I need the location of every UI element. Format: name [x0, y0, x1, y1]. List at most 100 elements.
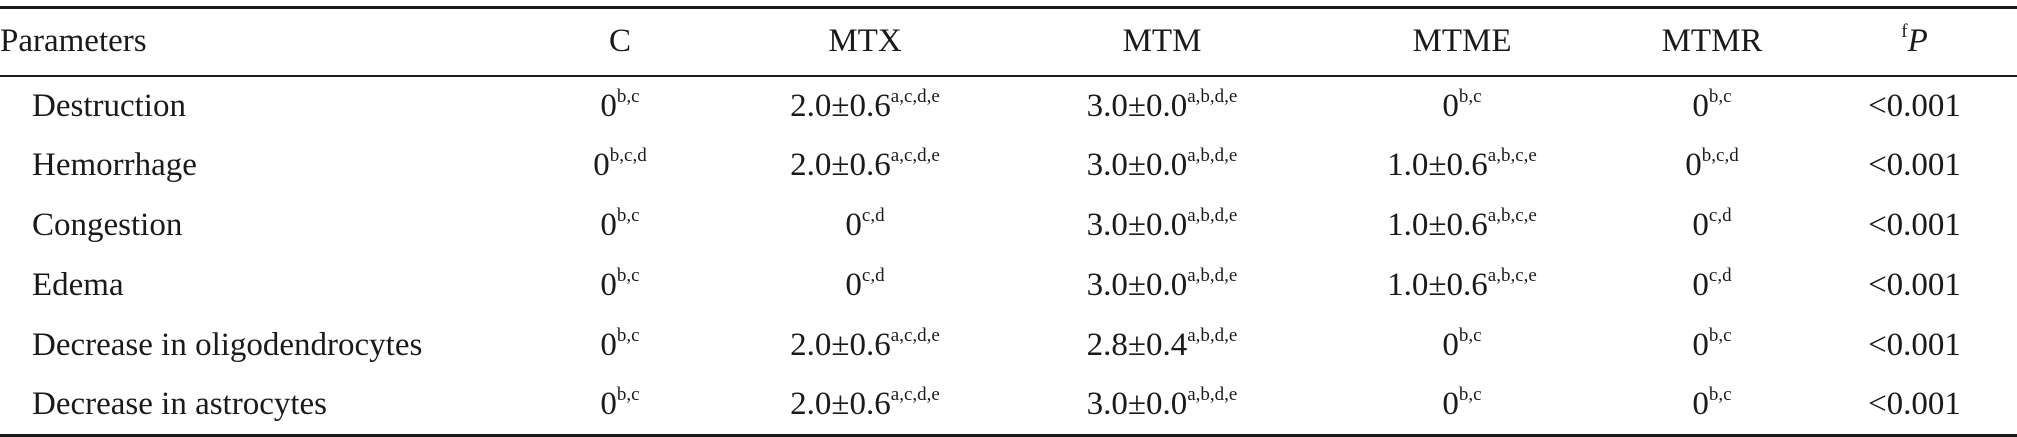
cell-footnote-marks: a,b,c,e: [1487, 205, 1537, 226]
cell-footnote-marks: b,c,d: [609, 145, 647, 166]
cell-footnote-marks: b,c: [1458, 384, 1482, 406]
header-mtmr-label: MTMR: [1661, 23, 1763, 60]
p-value-cell: <0.001: [1812, 375, 2017, 437]
cell-value: 0: [1442, 327, 1459, 363]
header-c: C: [522, 6, 718, 77]
parameter-cell: Edema: [32, 267, 124, 303]
parameter-cell: Destruction: [32, 87, 186, 124]
header-mtm: MTM: [1012, 6, 1312, 77]
cell-value: 2.0±0.6: [790, 386, 891, 423]
table-row: Destruction 0b,c 2.0±0.6a,c,d,e 3.0±0.0a,b,…: [0, 76, 2017, 136]
cell-footnote-marks: b,c: [1708, 85, 1732, 107]
cell-value: 2.0±0.6: [790, 147, 891, 183]
cell-footnote-marks: b,c: [1708, 384, 1732, 406]
value-cell-mtx: 2.0±0.6a,c,d,e: [718, 136, 1012, 196]
cell-value: 0: [600, 386, 617, 423]
header-parameters: Parameters: [0, 6, 522, 77]
value-cell-mtmr: 0b,c: [1612, 316, 1812, 376]
cell-value: 1.0±0.6: [1387, 147, 1488, 183]
results-table: Parameters C MTX MTM MTME MTMR fP Destru…: [0, 6, 2017, 437]
value-cell-mtm: 3.0±0.0a,b,d,e: [1012, 76, 1312, 136]
header-mtme: MTME: [1312, 6, 1612, 77]
cell-value: 0: [845, 267, 862, 303]
header-p-label: P: [1907, 23, 1928, 60]
parameter-cell: Decrease in astrocytes: [0, 375, 522, 437]
cell-footnote-marks: b,c: [616, 325, 640, 346]
cell-value: 0: [593, 147, 610, 183]
table-row: Hemorrhage 0b,c,d 2.0±0.6a,c,d,e 3.0±0.0a,b…: [0, 136, 2017, 196]
cell-value: 3.0±0.0: [1086, 267, 1188, 303]
cell-footnote-marks: c,d: [1708, 265, 1732, 286]
cell-value: 3.0±0.0: [1086, 207, 1188, 243]
value-cell-mtme: 0b,c: [1312, 316, 1612, 376]
value-cell-mtme: 0b,c: [1312, 76, 1612, 136]
parameter-cell: Decrease in oligodendrocytes: [32, 327, 423, 363]
header-mtx: MTX: [718, 6, 1012, 77]
cell-footnote-marks: b,c: [1458, 85, 1482, 107]
parameter-cell: Congestion: [32, 207, 183, 243]
value-cell-mtx: 2.0±0.6a,c,d,e: [718, 316, 1012, 376]
cell-footnote-marks: c,d: [1708, 205, 1732, 226]
cell-footnote-marks: a,c,d,e: [890, 325, 940, 346]
table-row: Decrease in astrocytes 0b,c 2.0±0.6a,c,d,e…: [0, 375, 2017, 437]
cell-footnote-marks: b,c: [1458, 325, 1482, 346]
cell-footnote-marks: c,d: [861, 265, 885, 286]
table-row: Congestion 0b,c 0c,d 3.0±0.0a,b,d,e 1.0±0.6a…: [0, 196, 2017, 256]
cell-value: 3.0±0.0: [1086, 87, 1188, 124]
cell-footnote-marks: a,c,d,e: [890, 85, 940, 107]
cell-value: 0: [1442, 386, 1459, 423]
header-mtmr: MTMR: [1612, 6, 1812, 77]
value-cell-mtm: 3.0±0.0a,b,d,e: [1012, 136, 1312, 196]
cell-value: 3.0±0.0: [1086, 147, 1188, 183]
value-cell-c: 0b,c: [522, 316, 718, 376]
p-value-cell: <0.001: [1868, 87, 1961, 124]
value-cell-mtm: 3.0±0.0a,b,d,e: [1012, 256, 1312, 316]
cell-footnote-marks: a,b,d,e: [1187, 145, 1238, 166]
value-cell-mtx: 2.0±0.6a,c,d,e: [718, 76, 1012, 136]
cell-value: 2.8±0.4: [1086, 327, 1188, 363]
cell-footnote-marks: b,c,d: [1701, 145, 1739, 166]
cell-footnote-marks: a,b,c,e: [1487, 145, 1537, 166]
p-value-cell: <0.001: [1868, 147, 1961, 183]
value-cell-mtx: 2.0±0.6a,c,d,e: [718, 375, 1012, 437]
cell-value: 0: [1692, 267, 1709, 303]
cell-footnote-marks: b,c: [616, 265, 640, 286]
cell-value: 1.0±0.6: [1387, 267, 1488, 303]
cell-value: 2.0±0.6: [790, 327, 891, 363]
cell-value: 1.0±0.6: [1387, 207, 1488, 243]
value-cell-c: 0b,c: [522, 196, 718, 256]
value-cell-c: 0b,c: [522, 256, 718, 316]
p-value-cell: <0.001: [1868, 207, 1961, 243]
cell-footnote-marks: a,b,d,e: [1187, 205, 1238, 226]
cell-footnote-marks: b,c: [1708, 325, 1732, 346]
header-parameters-label: Parameters: [0, 23, 147, 60]
cell-value: 3.0±0.0: [1086, 386, 1188, 423]
value-cell-mtme: 1.0±0.6a,b,c,e: [1312, 196, 1612, 256]
cell-value: 0: [1685, 147, 1702, 183]
cell-value: 0: [1442, 87, 1459, 124]
value-cell-mtm: 3.0±0.0a,b,d,e: [1012, 196, 1312, 256]
cell-footnote-marks: a,c,d,e: [890, 384, 940, 406]
value-cell-mtmr: 0c,d: [1612, 256, 1812, 316]
cell-footnote-marks: a,b,d,e: [1187, 384, 1238, 406]
cell-value: 0: [600, 327, 617, 363]
table-body: Destruction 0b,c 2.0±0.6a,c,d,e 3.0±0.0a,b,…: [0, 76, 2017, 437]
header-mtx-label: MTX: [828, 23, 902, 60]
cell-footnote-marks: a,c,d,e: [890, 145, 940, 166]
table-header: Parameters C MTX MTM MTME MTMR fP: [0, 6, 2017, 77]
cell-value: 0: [1692, 207, 1709, 243]
cell-footnote-marks: a,b,d,e: [1187, 85, 1238, 107]
cell-footnote-marks: c,d: [861, 205, 885, 226]
table-row: Decrease in oligodendrocytes 0b,c 2.0±0.6a…: [0, 316, 2017, 376]
cell-value: 0: [1692, 327, 1709, 363]
cell-value: 0: [600, 207, 617, 243]
header-p-value: fP: [1812, 6, 2017, 77]
cell-footnote-marks: a,b,d,e: [1187, 265, 1238, 286]
header-p-footnote-mark: f: [1901, 21, 1908, 43]
cell-value: 0: [1692, 87, 1709, 124]
value-cell-mtmr: 0b,c: [1612, 375, 1812, 437]
value-cell-mtmr: 0b,c: [1612, 76, 1812, 136]
parameter-cell: Hemorrhage: [32, 147, 197, 183]
cell-value: 0: [600, 267, 617, 303]
